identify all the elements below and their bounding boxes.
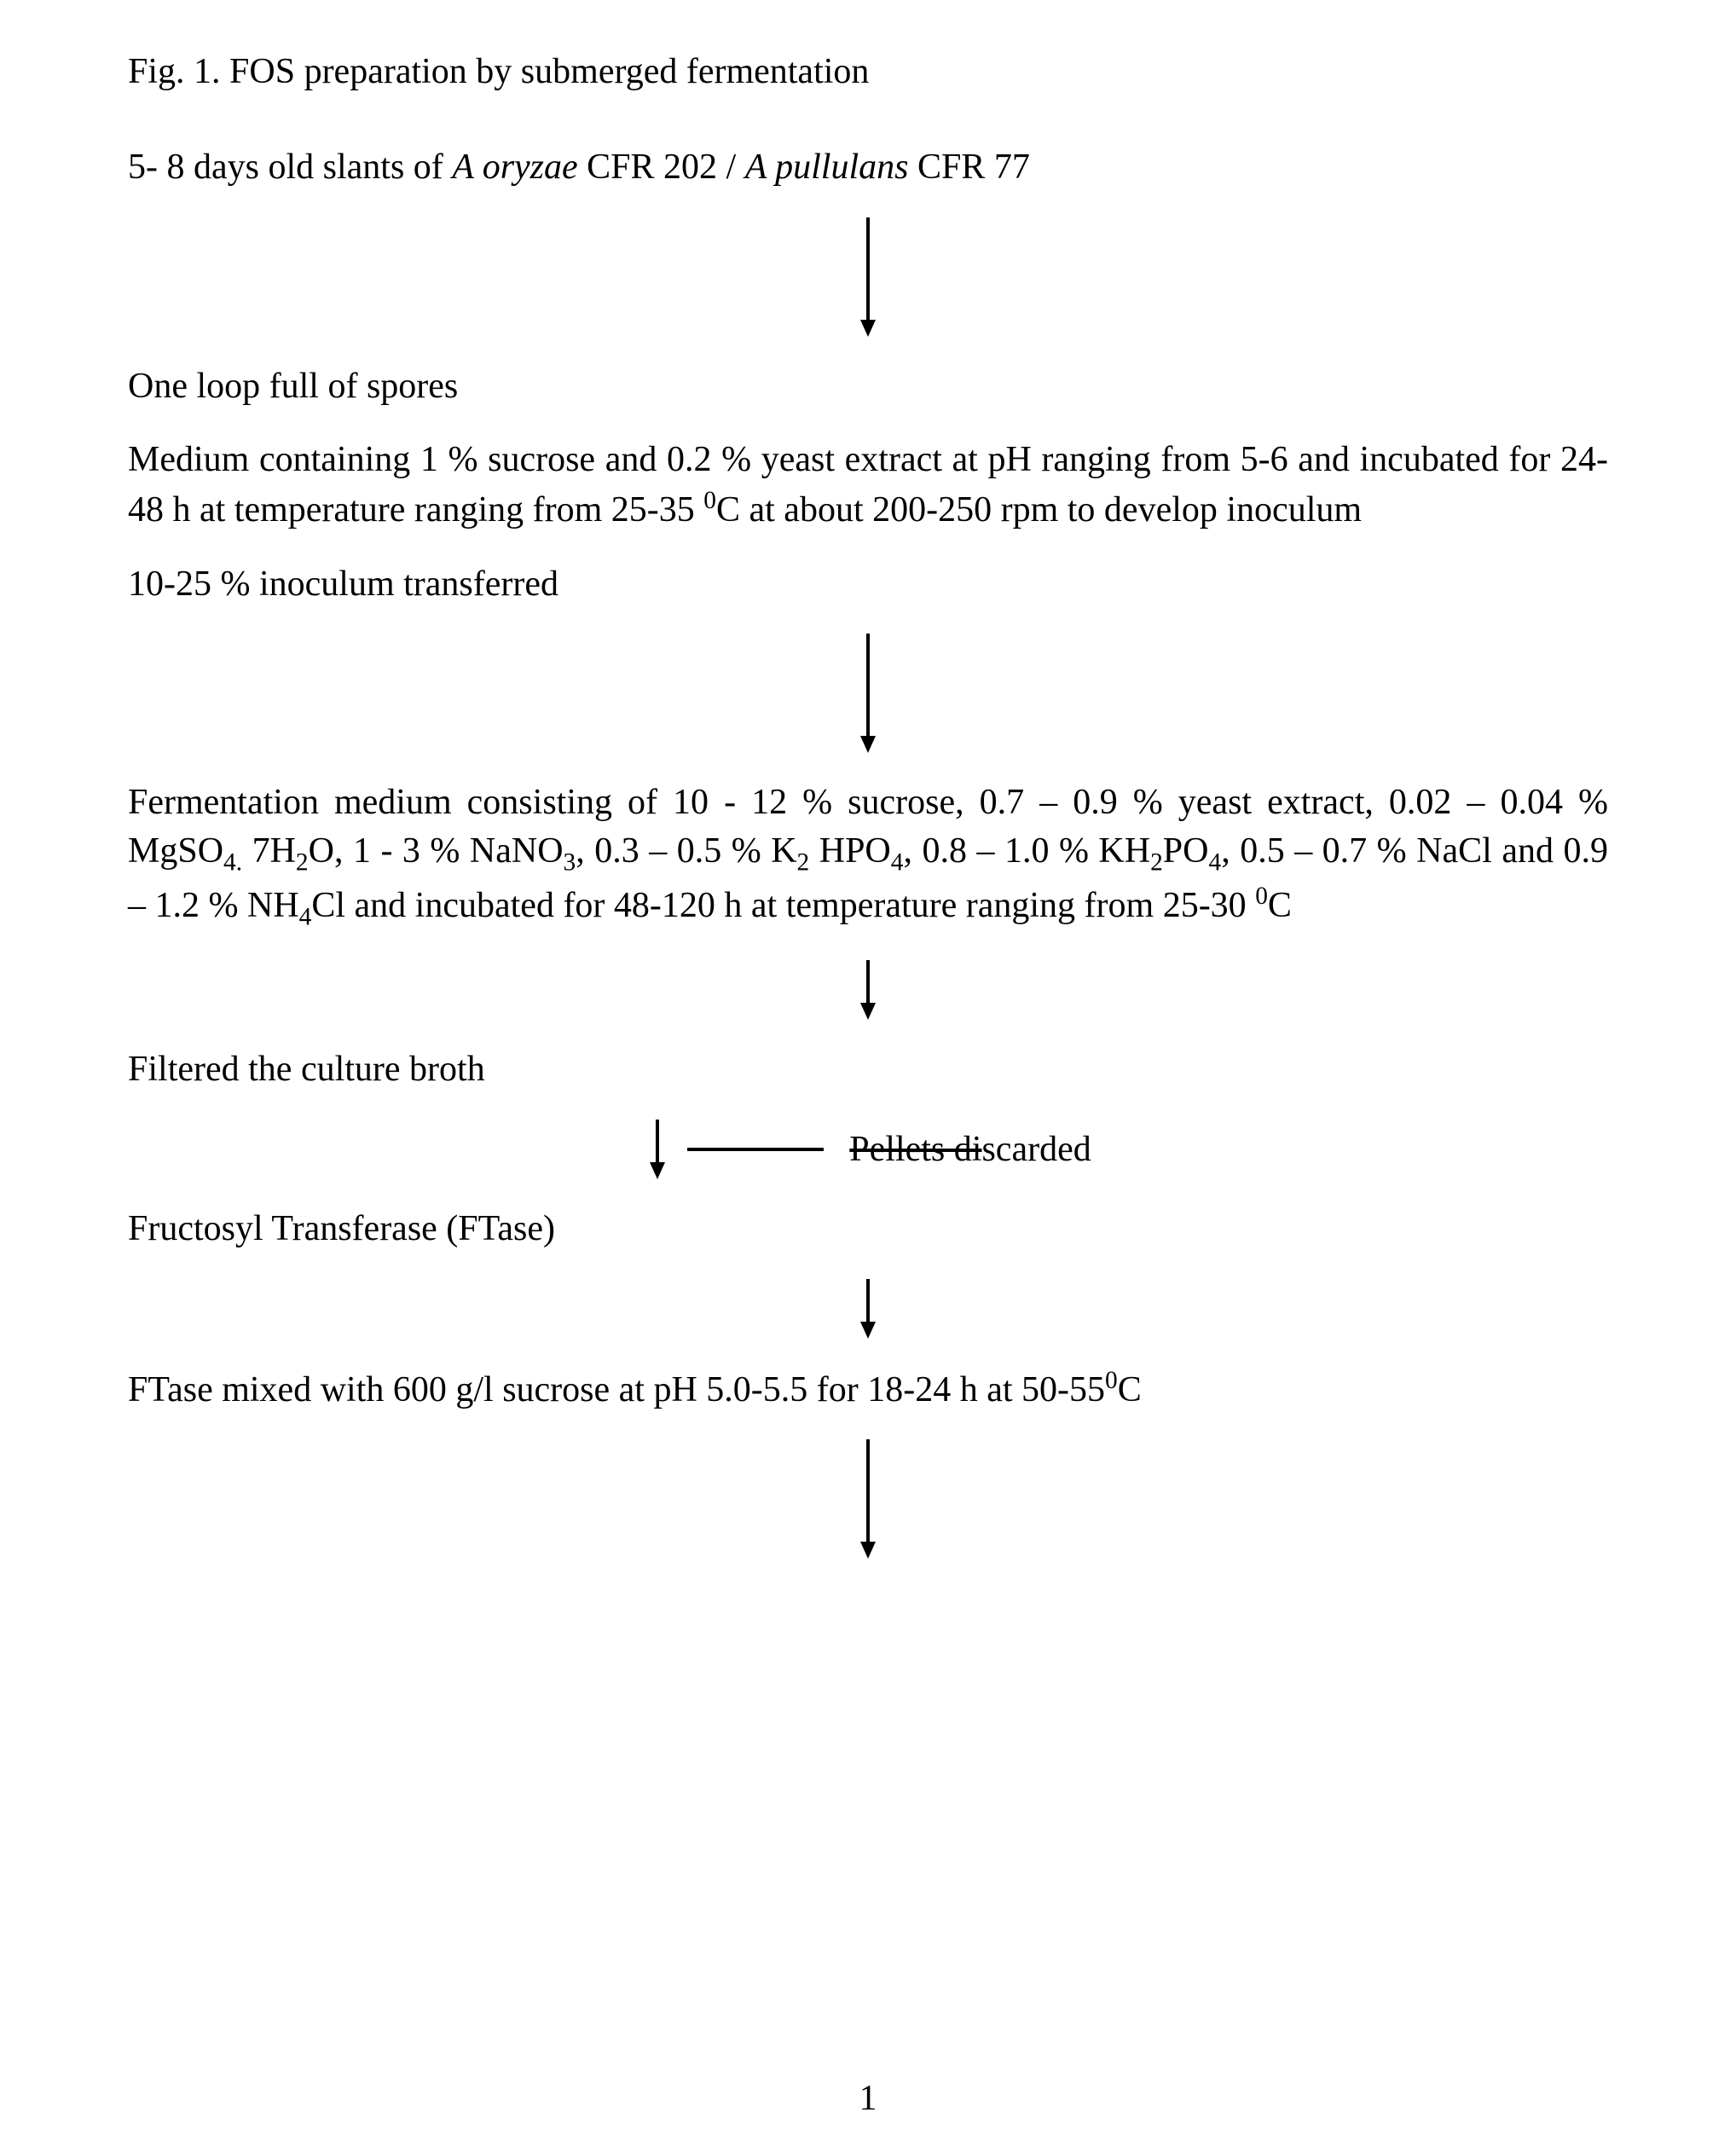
arrow-6 xyxy=(128,1439,1608,1559)
branch-line xyxy=(687,1145,824,1154)
page-number: 1 xyxy=(859,2078,877,2119)
pellets-rest: scarded xyxy=(981,1130,1091,1169)
ferment-c: C xyxy=(1268,886,1292,925)
step-slants: 5- 8 days old slants of A oryzae CFR 202… xyxy=(128,143,1608,192)
ferment-mg-water2: O, 1 - 3 % NaNO xyxy=(309,831,564,871)
ferment-mg-sub: 4. xyxy=(223,849,242,877)
ferment-kh2-sub: 2 xyxy=(1150,849,1163,877)
ferment-k2hpo4-pre: , 0.3 – 0.5 % K xyxy=(576,831,796,871)
step-fermentation: Fermentation medium consisting of 10 - 1… xyxy=(128,778,1608,935)
ferment-hpo4-sub: 4 xyxy=(891,849,904,877)
ferment-degree: 0 xyxy=(1255,883,1268,910)
figure-title: Fig. 1. FOS preparation by submerged fer… xyxy=(128,51,1608,92)
step-mix: FTase mixed with 600 g/l sucrose at pH 5… xyxy=(128,1364,1608,1415)
slants-mid: CFR 202 / xyxy=(578,148,745,187)
mix-degree: 0 xyxy=(1105,1367,1118,1394)
page-container: Fig. 1. FOS preparation by submerged fer… xyxy=(0,0,1736,2153)
slants-suffix: CFR 77 xyxy=(908,148,1029,187)
ferment-nh4-sub: 4 xyxy=(299,904,312,931)
pellets-label: Pellets discarded xyxy=(849,1129,1091,1170)
mix-c: C xyxy=(1118,1370,1142,1409)
ferment-po4-sub: 4 xyxy=(1209,849,1222,877)
step-spores: One loop full of spores xyxy=(128,362,1608,411)
medium-suffix: C at about 200-250 rpm to develop inocul… xyxy=(716,490,1362,530)
step-inoculum: 10-25 % inoculum transferred xyxy=(128,560,1608,609)
ferment-mg-water1: 7H xyxy=(242,831,296,871)
ferment-kh2po4-mid: PO xyxy=(1163,831,1209,871)
ferment-mg-water-sub: 2 xyxy=(296,849,309,877)
medium-degree: 0 xyxy=(703,487,716,514)
mix-prefix: FTase mixed with 600 g/l sucrose at pH 5… xyxy=(128,1370,1105,1409)
ferment-nano3-sub: 3 xyxy=(564,849,576,877)
pellets-strike: Pellets di xyxy=(849,1130,981,1169)
arrow-2 xyxy=(128,634,1608,753)
ferment-tail: Cl and incubated for 48-120 h at tempera… xyxy=(311,886,1255,925)
arrow-1 xyxy=(128,217,1608,337)
arrow-5 xyxy=(128,1279,1608,1339)
step-ftase: Fructosyl Transferase (FTase) xyxy=(128,1205,1608,1253)
step-medium: Medium containing 1 % sucrose and 0.2 % … xyxy=(128,436,1608,534)
species-2: A pullulans xyxy=(745,148,909,187)
arrow-4 xyxy=(645,1120,670,1179)
slants-prefix: 5- 8 days old slants of xyxy=(128,148,452,187)
ferment-k2hpo4-mid: HPO xyxy=(809,831,891,871)
ferment-kh2po4-pre: , 0.8 – 1.0 % KH xyxy=(903,831,1150,871)
species-1: A oryzae xyxy=(452,148,577,187)
arrow-3 xyxy=(128,960,1608,1020)
branch-pellets: Pellets discarded xyxy=(128,1120,1608,1179)
step-filter: Filtered the culture broth xyxy=(128,1045,1608,1094)
ferment-k2-sub: 2 xyxy=(797,849,810,877)
